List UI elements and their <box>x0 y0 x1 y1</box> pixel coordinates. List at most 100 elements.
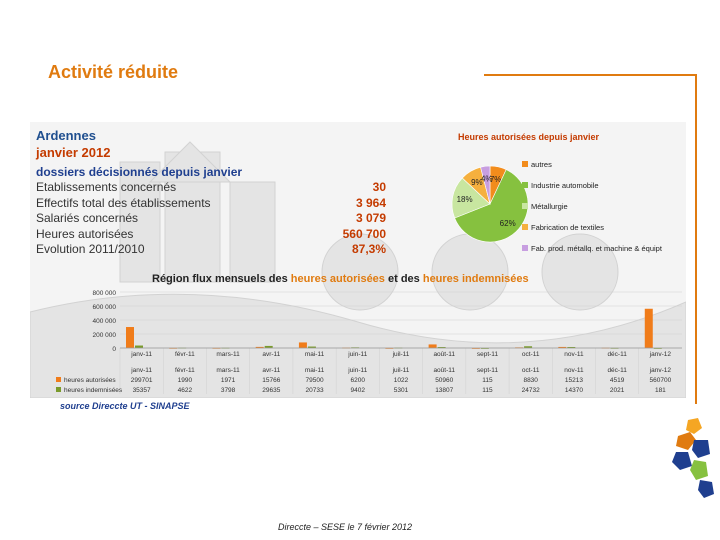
bar <box>264 345 273 348</box>
x-tick-label: juil-11 <box>392 351 410 358</box>
pie-data-label: 62% <box>500 219 516 228</box>
bar <box>428 344 437 348</box>
stat-label: Evolution 2011/2010 <box>36 242 145 256</box>
stat-row: Etablissements concernés 30 <box>36 180 386 196</box>
pie-legend: autres Industrie automobile Métallurgie … <box>522 160 686 265</box>
bar-title-prefix: Région flux mensuels des <box>152 273 288 285</box>
stat-label: Salariés concernés <box>36 211 139 225</box>
table-cell-header: févr-11 <box>175 367 195 374</box>
legend-swatch <box>522 182 528 188</box>
page-title: Activité réduite <box>48 62 179 82</box>
legend-swatch <box>522 224 528 230</box>
table-cell-autorisees: 79500 <box>305 377 323 384</box>
x-tick-label: juin-11 <box>347 351 367 358</box>
x-tick-label: janv-11 <box>130 351 152 358</box>
stat-value: 87,3% <box>351 242 386 256</box>
table-cell-header: sept-11 <box>477 367 499 374</box>
pie-data-label: 4% <box>481 174 493 183</box>
legend-swatch <box>56 377 61 382</box>
stat-label: Effectifs total des établissements <box>36 195 211 210</box>
source-note: source Direccte UT - SINAPSE <box>60 401 190 411</box>
table-cell-indemnisees: 2021 <box>610 387 625 394</box>
bar-chart-title: Région flux mensuels des heures autorisé… <box>152 273 602 285</box>
bar <box>307 346 316 348</box>
pie-slice <box>454 169 529 243</box>
pie-data-label: 7% <box>490 175 502 184</box>
stat-label: Etablissements concernés <box>36 180 177 194</box>
table-cell-autorisees: 15766 <box>262 377 280 384</box>
x-tick-label: sept-11 <box>477 351 499 358</box>
table-cell-autorisees: 50960 <box>435 377 453 384</box>
stat-row: Effectifs total des établissements 3 964 <box>36 196 386 212</box>
bar-legend-label: heures autorisées <box>64 377 116 384</box>
table-cell-autorisees: 4519 <box>610 377 625 384</box>
y-tick-label: 800 000 <box>93 290 117 297</box>
legend-item: Industrie automobile <box>522 181 686 202</box>
legend-swatch <box>522 161 528 167</box>
footer-text: Direccte – SESE le 7 février 2012 <box>278 522 413 532</box>
table-cell-header: oct-11 <box>522 367 540 374</box>
legend-item: Fabrication de textiles <box>522 223 686 244</box>
bar-title-autorisees: heures autorisées <box>290 273 385 285</box>
y-tick-label: 0 <box>112 346 116 353</box>
x-tick-label: avr-11 <box>262 351 280 358</box>
y-tick-label: 400 000 <box>93 318 117 325</box>
table-cell-header: août-11 <box>433 367 455 374</box>
table-cell-autorisees: 1022 <box>394 377 409 384</box>
legend-item: autres <box>522 160 686 181</box>
pie-slice <box>480 165 491 205</box>
table-cell-header: mai-11 <box>305 367 325 374</box>
legend-label: Fab. prod. métallq. et machine & équipt <box>531 244 662 253</box>
bar-chart-svg: 0 200 000 400 000 600 000 800 000 janv-11 janv… <box>56 290 682 394</box>
legend-label: Métallurgie <box>531 202 568 211</box>
pie-chart: 7% 62% 18% 9% 4% <box>428 158 548 248</box>
x-tick-label: nov-11 <box>564 351 584 358</box>
table-cell-indemnisees: 4622 <box>178 387 193 394</box>
bar <box>644 308 653 348</box>
x-tick-label: déc-11 <box>607 351 627 358</box>
department-name: Ardennes <box>36 128 96 143</box>
table-cell-autorisees: 15213 <box>565 377 583 384</box>
y-tick-label: 200 000 <box>93 332 117 339</box>
table-cell-indemnisees: 181 <box>655 387 666 394</box>
y-tick-label: 600 000 <box>93 304 117 311</box>
table-cell-indemnisees: 14370 <box>565 387 583 394</box>
bar <box>524 346 533 348</box>
stat-row: Salariés concernés 3 079 <box>36 211 386 227</box>
stat-label: Heures autorisées <box>36 226 134 241</box>
table-cell-header: juin-11 <box>347 367 367 374</box>
table-cell-header: avr-11 <box>262 367 280 374</box>
table-cell-header: janv-12 <box>649 367 672 374</box>
table-cell-indemnisees: 9402 <box>351 387 366 394</box>
frame-line-right <box>695 74 697 404</box>
table-cell-autorisees: 115 <box>482 377 493 384</box>
table-cell-indemnisees: 35357 <box>133 387 151 394</box>
bar-legend-label: heures indemnisées <box>64 387 123 394</box>
x-tick-label: oct-11 <box>522 351 540 358</box>
bar <box>558 346 567 348</box>
stat-value: 3 079 <box>355 211 386 225</box>
pie-data-label: 18% <box>457 195 473 204</box>
stat-row: Evolution 2011/2010 87,3% <box>36 242 386 258</box>
legend-swatch <box>522 245 528 251</box>
table-cell-indemnisees: 13807 <box>435 387 453 394</box>
pie-chart-title: Heures autorisées depuis janvier <box>458 132 600 142</box>
frame-line-top <box>484 74 697 76</box>
table-cell-indemnisees: 5301 <box>394 387 409 394</box>
table-cell-autorisees: 6200 <box>351 377 366 384</box>
bar <box>567 346 576 348</box>
table-cell-header: déc-11 <box>607 367 627 374</box>
x-tick-label: août-11 <box>433 351 455 358</box>
stats-table: Etablissements concernés 30 Effectifs to… <box>36 180 386 258</box>
region-logo-icon <box>672 418 714 498</box>
legend-label: Industrie automobile <box>531 181 599 190</box>
x-tick-label: janv-12 <box>649 351 672 358</box>
pie-data-label: 9% <box>471 178 483 187</box>
table-cell-autorisees: 8830 <box>523 377 538 384</box>
stats-heading: dossiers décisionnés depuis janvier <box>36 165 243 179</box>
table-cell-indemnisees: 3798 <box>221 387 236 394</box>
content-panel: Ardennes janvier 2012 dossiers décisionn… <box>30 122 686 398</box>
legend-label: autres <box>531 160 552 169</box>
stat-value: 560 700 <box>342 226 386 241</box>
table-cell-header: juil-11 <box>392 367 410 374</box>
